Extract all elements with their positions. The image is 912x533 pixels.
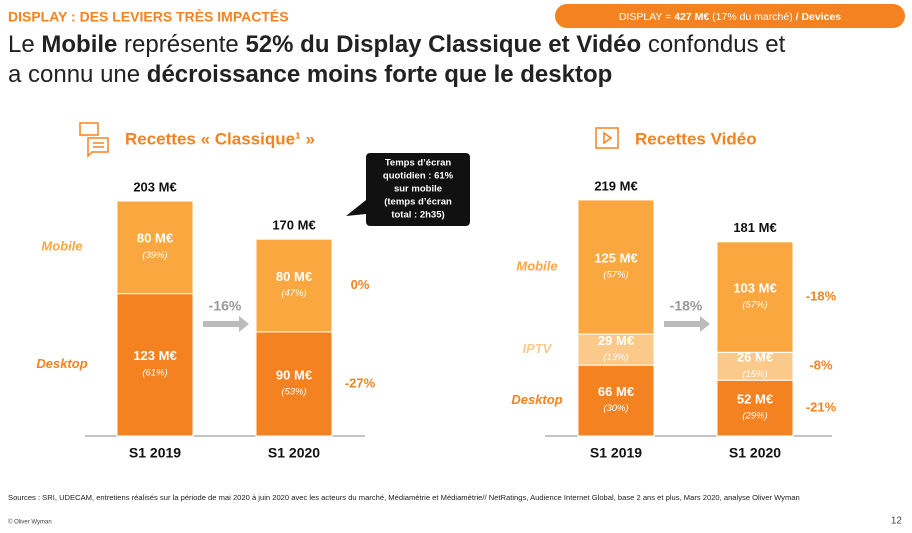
badge-part: DISPLAY = bbox=[619, 11, 674, 23]
headline: Le Mobile représente 52% du Display Clas… bbox=[8, 30, 785, 90]
x-tick-label: S1 2020 bbox=[729, 445, 781, 461]
share-label: (39%) bbox=[142, 250, 167, 261]
x-tick-label: S1 2019 bbox=[590, 445, 642, 461]
value-label: 80 M€ bbox=[276, 269, 312, 284]
change-label: -27% bbox=[345, 375, 376, 390]
value-label: 66 M€ bbox=[598, 384, 634, 399]
change-total: -16% bbox=[209, 298, 242, 314]
share-label: (53%) bbox=[281, 386, 306, 397]
series-label: Mobile bbox=[41, 239, 82, 254]
badge-bg bbox=[555, 4, 905, 28]
text: 52% du Display Classique et Vidéo bbox=[245, 31, 642, 58]
x-tick-label: S1 2020 bbox=[268, 445, 320, 461]
badge-part: / Devices bbox=[796, 11, 842, 23]
callout: Temps d’écran quotidien : 61% sur mobile (t… bbox=[383, 158, 454, 221]
bar-segment bbox=[116, 200, 194, 295]
change-label: -21% bbox=[806, 400, 837, 415]
value-label: 52 M€ bbox=[737, 392, 773, 407]
total-label: 219 M€ bbox=[594, 178, 637, 193]
value-label: 80 M€ bbox=[137, 231, 173, 246]
bar-segment bbox=[577, 199, 655, 335]
badge-part: 427 M€ bbox=[674, 11, 709, 23]
callout-line: total : 2h35) bbox=[391, 210, 444, 221]
series-label: IPTV bbox=[523, 341, 553, 356]
page-number: 12 bbox=[891, 516, 903, 527]
headline-line: Le Mobile représente 52% du Display Clas… bbox=[8, 30, 785, 60]
chat-icon bbox=[79, 122, 109, 158]
callout-line: sur mobile bbox=[394, 184, 442, 195]
callout-box bbox=[346, 153, 470, 226]
text: a connu une bbox=[8, 61, 147, 88]
bar-segment bbox=[577, 364, 655, 437]
share-label: (61%) bbox=[142, 367, 167, 378]
value-label: 103 M€ bbox=[733, 280, 776, 295]
change-label: -18% bbox=[806, 288, 837, 303]
total-label: 170 M€ bbox=[272, 218, 315, 233]
headline-line: a connu une décroissance moins forte que… bbox=[8, 60, 785, 90]
value-label: 90 M€ bbox=[276, 367, 312, 382]
series-label: Mobile bbox=[516, 258, 557, 273]
share-label: (47%) bbox=[281, 288, 306, 299]
change-total: -18% bbox=[670, 298, 703, 314]
callout-line: quotidien : 61% bbox=[383, 171, 454, 182]
share-label: (57%) bbox=[603, 270, 628, 281]
share-label: (57%) bbox=[742, 300, 767, 311]
value-label: 125 M€ bbox=[594, 250, 637, 265]
video-icon bbox=[595, 127, 619, 149]
text: Le bbox=[8, 31, 42, 58]
callout-line: (temps d’écran bbox=[384, 197, 452, 208]
series-label: Desktop bbox=[36, 356, 87, 371]
x-tick-label: S1 2019 bbox=[129, 445, 181, 461]
total-label: 203 M€ bbox=[133, 179, 176, 194]
chart-title: Recettes « Classique¹ » bbox=[125, 129, 315, 148]
bar-segment bbox=[716, 241, 794, 353]
share-label: (29%) bbox=[742, 411, 767, 422]
text: confondus et bbox=[641, 31, 786, 58]
series-label: Desktop bbox=[511, 392, 562, 407]
bar-segment bbox=[116, 293, 194, 437]
arrow bbox=[664, 316, 710, 332]
bar-segment bbox=[577, 333, 655, 366]
text: représente bbox=[117, 31, 246, 58]
value-label: 26 M€ bbox=[737, 350, 773, 365]
section-title: DISPLAY : DES LEVIERS TRÈS IMPACTÉS bbox=[8, 9, 289, 25]
text: décroissance moins forte que le desktop bbox=[146, 61, 613, 88]
bar-segment bbox=[255, 331, 333, 437]
share-label: (13%) bbox=[603, 352, 628, 363]
share-label: (15%) bbox=[742, 369, 767, 380]
arrow bbox=[203, 316, 249, 332]
share-label: (30%) bbox=[603, 403, 628, 414]
bar-segment bbox=[716, 351, 794, 381]
copyright: © Oliver Wyman bbox=[8, 519, 52, 526]
value-label: 29 M€ bbox=[598, 333, 634, 348]
total-label: 181 M€ bbox=[733, 220, 776, 235]
badge: DISPLAY = 427 M€ (17% du marché) / Devic… bbox=[619, 11, 841, 23]
change-label: -8% bbox=[809, 358, 833, 373]
chart-title: Recettes Vidéo bbox=[635, 129, 757, 148]
text: Mobile bbox=[41, 31, 118, 58]
change-label: 0% bbox=[351, 277, 370, 292]
value-label: 123 M€ bbox=[133, 348, 176, 363]
badge-part: (17% du marché) bbox=[709, 11, 795, 23]
bar-segment bbox=[716, 379, 794, 437]
sources: Sources : SRI, UDECAM, entretiens réalis… bbox=[8, 493, 800, 502]
callout-line: Temps d’écran bbox=[385, 158, 452, 169]
bar-segment bbox=[255, 238, 333, 333]
